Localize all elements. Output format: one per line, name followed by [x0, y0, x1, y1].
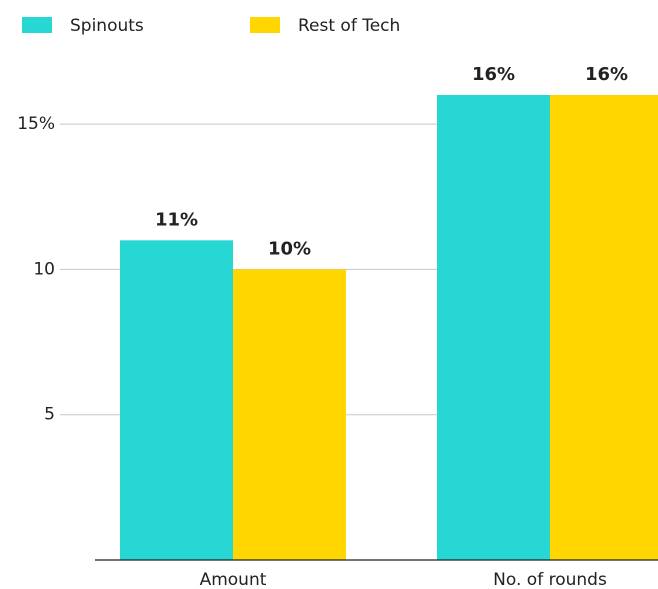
bar [437, 95, 550, 560]
bar [550, 95, 658, 560]
legend-label: Rest of Tech [298, 16, 400, 36]
x-tick-label: No. of rounds [493, 570, 607, 589]
bar [120, 240, 233, 560]
value-label: 16% [585, 64, 628, 85]
legend-label: Spinouts [70, 16, 144, 36]
y-tick-label: 10 [33, 259, 55, 279]
y-tick-label: 5 [44, 405, 55, 425]
x-tick-label: Amount [200, 570, 267, 589]
value-label: 10% [268, 238, 311, 259]
bar [233, 269, 346, 560]
legend-swatch [22, 17, 52, 33]
value-label: 11% [155, 209, 198, 230]
legend-swatch [250, 17, 280, 33]
value-label: 16% [472, 64, 515, 85]
y-tick-label: 15% [17, 114, 55, 134]
